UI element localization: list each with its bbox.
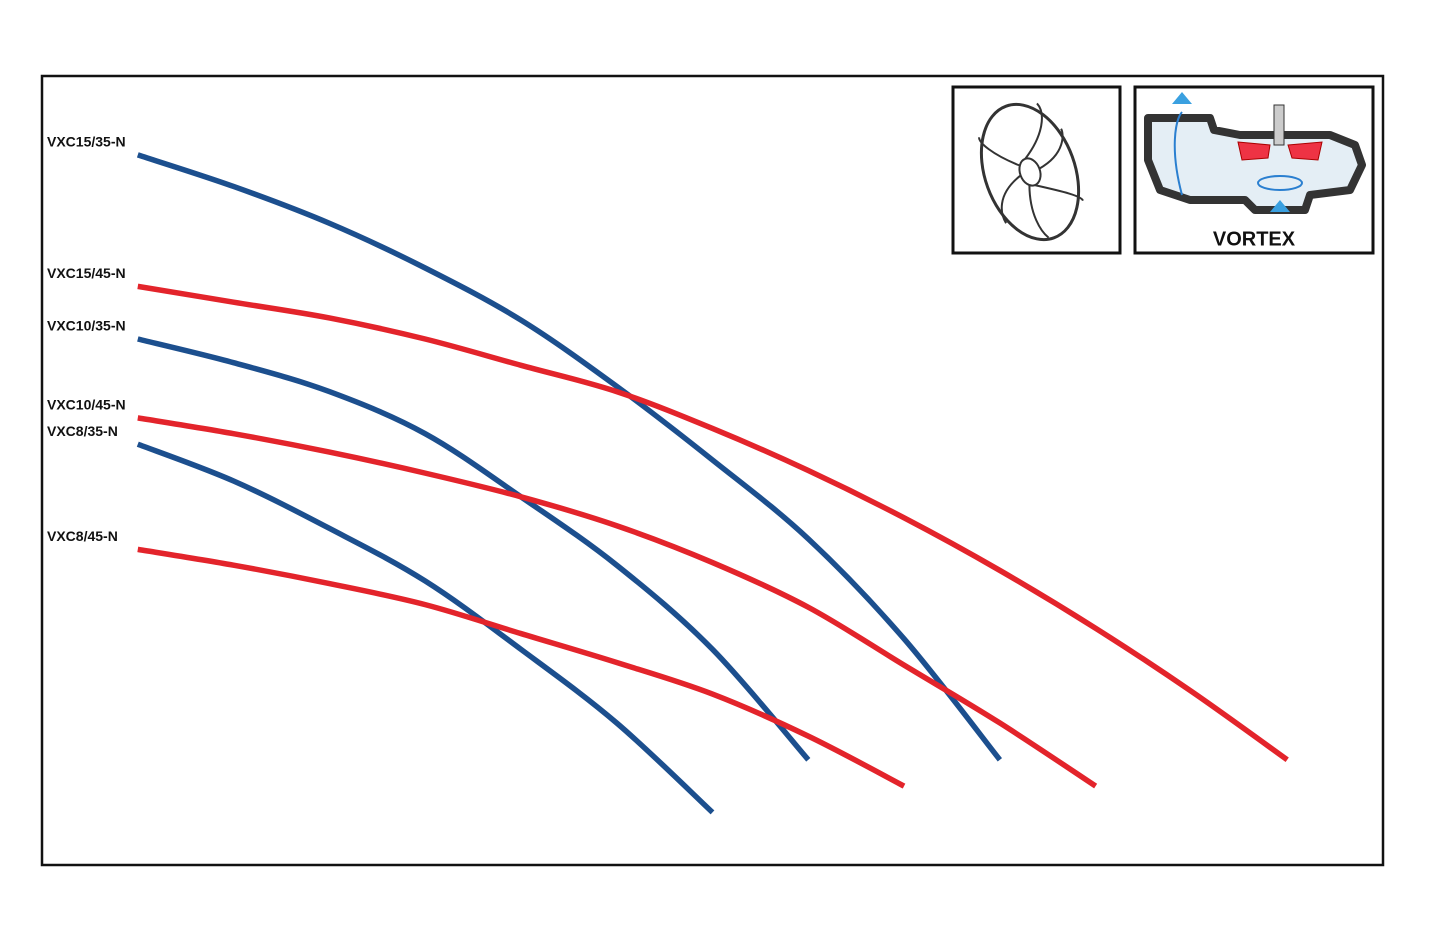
impeller-blades (1237, 141, 1323, 161)
curves: VXC15/35-N VXC15/45-N VXC10/35-N VXC10/45-N… (47, 134, 1289, 815)
shaft (1273, 104, 1285, 146)
performance-curve (136, 152, 1003, 762)
plot-frame (40, 74, 1385, 867)
series-name: VXC15/45-N (47, 265, 126, 281)
series-name: VXC15/35-N (47, 134, 126, 150)
performance-curve (137, 415, 1098, 789)
image-caption: VORTEX (1213, 228, 1296, 250)
performance-curve (137, 336, 811, 762)
image-frame (951, 85, 1122, 255)
performance-curve (137, 546, 906, 789)
pump-casing (1144, 114, 1366, 214)
series-name: VXC8/35-N (47, 423, 118, 439)
flow-arrows (1172, 92, 1290, 212)
vortex-swirl (1257, 175, 1303, 191)
vortex-illustration: VORTEX (1133, 85, 1375, 255)
impeller (978, 102, 1084, 242)
series-name: VXC10/45-N (47, 397, 126, 413)
flow-path (1173, 111, 1183, 196)
series-name: VXC8/45-N (47, 528, 118, 544)
performance-curve (137, 283, 1289, 763)
series-name: VXC10/35-N (47, 318, 126, 334)
performance-curve (136, 441, 715, 815)
impeller-illustration (951, 85, 1122, 255)
